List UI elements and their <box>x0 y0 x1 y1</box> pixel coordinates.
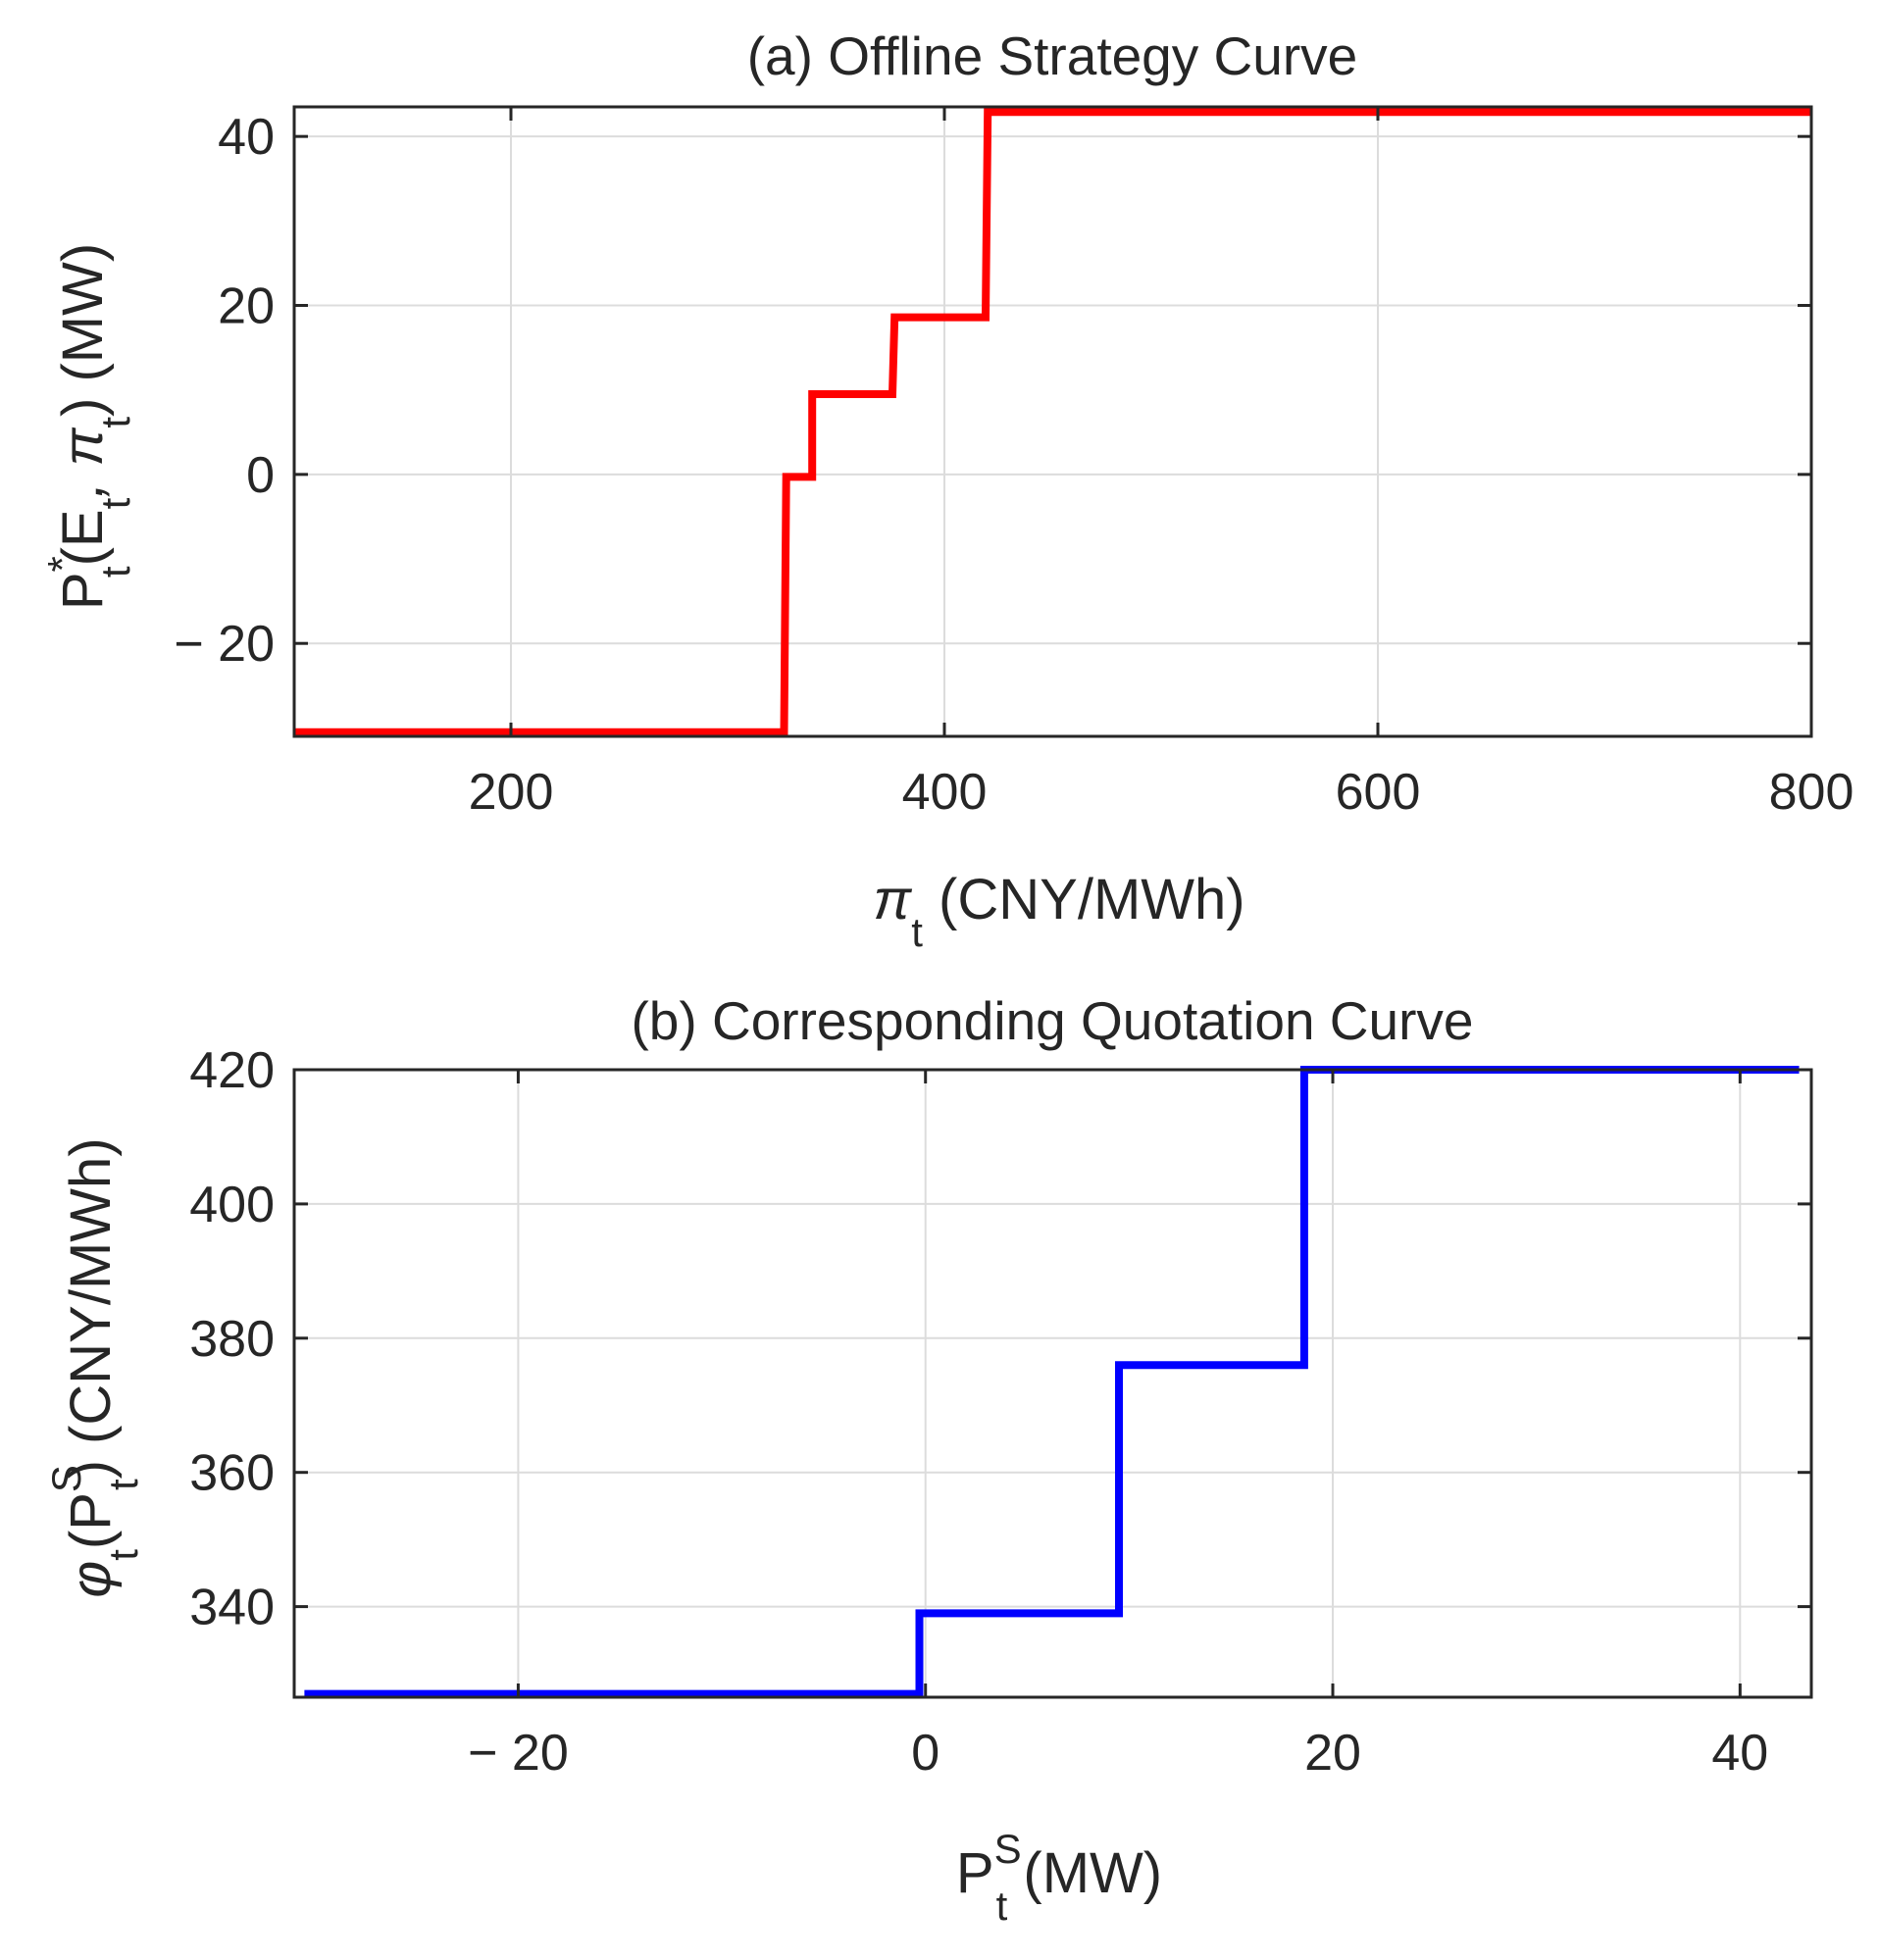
chart-b-plot-area <box>304 1066 1800 1698</box>
chart-a-xlabel-sub: t <box>911 909 923 955</box>
x-tick-label: 20 <box>1304 1725 1361 1782</box>
chart-a-xlabel: πt (CNY/MWh) <box>873 868 1244 955</box>
chart-b-ylabel-arg-open: (P <box>59 1492 123 1549</box>
chart-b-ylabel-sup: S <box>43 1465 89 1492</box>
x-tick-label: 600 <box>1336 764 1421 821</box>
chart-a-plot-area <box>294 108 1811 736</box>
svg-text:P*t(Et, πt) (MW): P* t(Et, πt) (MW) <box>39 243 138 610</box>
chart-b-axes-box <box>292 1068 1813 1699</box>
chart-a-ylabel-arg-sub1: t <box>92 497 138 509</box>
chart-a-ylabel-arg-open: (E <box>51 509 115 566</box>
svg-text:φt(PSt) (CNY/MWh): φt(PS t) (CNY/MWh) <box>43 1137 146 1597</box>
chart-a-ylabel-sub: t <box>92 566 138 578</box>
series-line-quotation <box>304 1066 1800 1698</box>
y-tick-label: 40 <box>218 109 275 166</box>
y-tick-label: 360 <box>189 1445 275 1502</box>
chart-b-ticks: − 20 0 20 40 340 360 380 400 420 <box>189 1042 1811 1782</box>
chart-b-ylabel-pre-sub: t <box>100 1549 146 1561</box>
chart-b-xlabel-sup: S <box>994 1826 1022 1872</box>
chart-b-ylabel-sub: t <box>100 1479 146 1490</box>
chart-quotation: (b) Corresponding Quotation Curve − 20 0 2… <box>43 990 1813 1929</box>
x-tick-label: − 20 <box>468 1725 569 1782</box>
chart-b-ylabel: φt(PS t) (CNY/MWh) <box>43 1137 146 1597</box>
chart-b-title: (b) Corresponding Quotation Curve <box>631 990 1473 1051</box>
y-tick-label: 420 <box>189 1042 275 1099</box>
series-line-strategy <box>294 108 1811 736</box>
x-tick-label: 800 <box>1769 764 1854 821</box>
chart-b-xlabel-sub: t <box>996 1883 1008 1929</box>
x-tick-label: 0 <box>911 1725 940 1782</box>
chart-a-ylabel-arg-mid: , π <box>51 427 115 498</box>
chart-b-xlabel: PS t (MW) <box>956 1826 1162 1929</box>
chart-a-title: (a) Offline Strategy Curve <box>747 25 1358 86</box>
y-tick-label: 400 <box>189 1177 275 1233</box>
chart-b-xlabel-units: (MW) <box>1007 1841 1162 1905</box>
x-tick-label: 400 <box>902 764 988 821</box>
chart-a-ticks: 200 400 600 800 − 20 0 20 40 <box>174 107 1854 821</box>
chart-a-grid <box>294 107 1812 736</box>
x-tick-label: 200 <box>469 764 554 821</box>
svg-text:πt (CNY/MWh): πt (CNY/MWh) <box>873 868 1244 955</box>
x-tick-label: 40 <box>1711 1725 1768 1782</box>
chart-a-xlabel-symbol: π <box>873 868 912 931</box>
y-tick-label: 340 <box>189 1580 275 1636</box>
chart-offline-strategy: (a) Offline Strategy Curve 200 400 600 800−… <box>39 25 1854 955</box>
y-tick-label: − 20 <box>174 616 275 673</box>
chart-b-ylabel-units: ) (CNY/MWh) <box>59 1137 123 1479</box>
chart-a-ylabel-sup: * <box>39 556 85 572</box>
y-tick-label: 380 <box>189 1311 275 1368</box>
chart-a-axes-box <box>292 105 1813 738</box>
chart-a-ylabel-units: ) (MW) <box>51 243 115 417</box>
chart-a-ylabel-symbol: P <box>51 572 115 610</box>
chart-a-ylabel-arg-sub2: t <box>92 417 138 428</box>
chart-a-ylabel: P* t(Et, πt) (MW) <box>39 243 138 610</box>
y-tick-label: 20 <box>218 278 275 335</box>
chart-b-xlabel-symbol: P <box>956 1841 994 1905</box>
chart-b-ylabel-symbol: φ <box>59 1561 123 1598</box>
svg-text:PSt (MW): PS t (MW) <box>956 1826 1162 1929</box>
chart-b-grid <box>294 1069 1811 1697</box>
y-tick-label: 0 <box>246 447 275 504</box>
chart-a-xlabel-units: (CNY/MWh) <box>923 868 1245 931</box>
